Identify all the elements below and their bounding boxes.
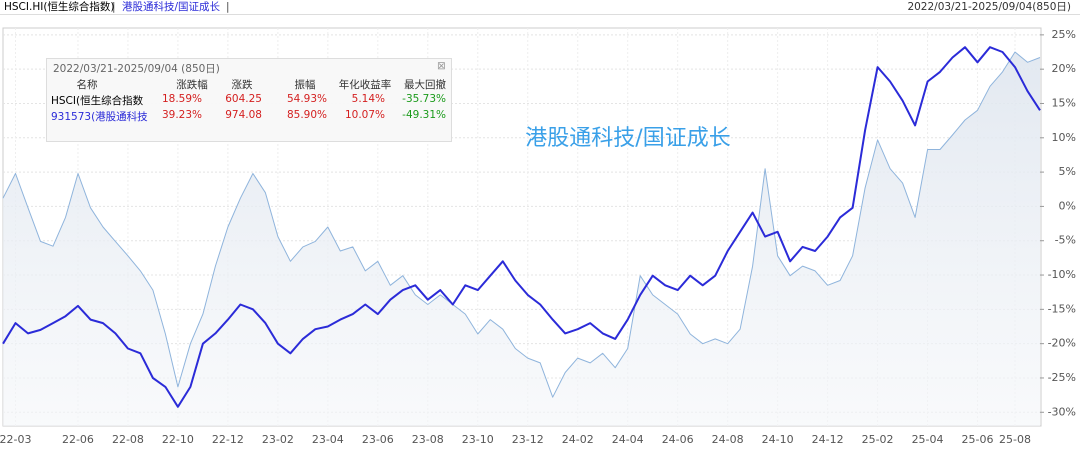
x-tick-label: 24-06 (662, 433, 694, 446)
column-header: 最大回撤 (404, 79, 446, 91)
x-tick-label: 22-03 (0, 433, 31, 446)
x-tick-label: 23-06 (362, 433, 394, 446)
separator: | (112, 1, 116, 13)
y-tick-label: -15% (1048, 302, 1076, 315)
x-tick-label: 22-10 (162, 433, 194, 446)
line (2, 46, 1041, 408)
info-value: 39.23% (161, 109, 202, 121)
column-header: 年化收益率 (338, 79, 392, 91)
x-tick-label: 25-04 (912, 433, 944, 446)
y-tick-label: -25% (1048, 371, 1076, 384)
x-tick-label: 24-04 (612, 433, 644, 446)
y-tick-label: 5% (1059, 165, 1076, 178)
top-bar: HSCI.HI(恒生综合指数) | 港股通科技/国证成长 | 2022/03/2… (0, 0, 1080, 15)
y-tick-label: 0% (1059, 199, 1076, 212)
y-tick-label: 15% (1052, 96, 1076, 109)
x-tick-label: 23-12 (512, 433, 544, 446)
info-value: 18.59% (161, 93, 202, 105)
x-tick-label: 24-02 (562, 433, 594, 446)
y-tick-label: -20% (1048, 337, 1076, 350)
info-value: 54.93% (286, 93, 327, 105)
info-panel: 2022/03/21-2025/09/04 (850日) ⊠ 名称 涨跌幅 涨跌 振幅 年化… (46, 58, 452, 142)
y-tick-label: -30% (1048, 405, 1076, 418)
x-tick-label: 23-08 (412, 433, 444, 446)
row-name: HSCI(恒生综合指数 (51, 95, 144, 107)
y-tick-label: 25% (1052, 28, 1076, 41)
x-tick-label: 22-06 (62, 433, 94, 446)
y-tick-label: 10% (1052, 131, 1076, 144)
x-tick-label: 25-08 (999, 433, 1031, 446)
x-tick-label: 22-08 (112, 433, 144, 446)
y-tick-label: -10% (1048, 268, 1076, 281)
line (2, 51, 1041, 398)
close-button[interactable]: ⊠ (437, 60, 446, 72)
info-value: 974.08 (225, 109, 262, 121)
overlay-title: 港股通科技/国证成长 (525, 126, 730, 151)
info-value: -49.31% (402, 109, 446, 121)
y-tick-label: -5% (1055, 234, 1076, 247)
row-name: 931573(港股通科技 (51, 111, 148, 123)
area (3, 52, 1040, 426)
info-range: 2022/03/21-2025/09/04 (850日) (53, 63, 220, 75)
info-value: 10.07% (344, 109, 385, 121)
x-tick-label: 23-04 (312, 433, 344, 446)
separator: | (226, 1, 230, 13)
index-name[interactable]: 港股通科技/国证成长 (122, 1, 221, 13)
index-name[interactable]: HSCI.HI(恒生综合指数) (4, 1, 115, 13)
column-header: 涨跌 (231, 79, 253, 91)
y-tick-label: 20% (1052, 62, 1076, 75)
info-value: 604.25 (225, 93, 262, 105)
x-tick-label: 23-02 (262, 433, 294, 446)
info-value: 5.14% (351, 93, 385, 105)
x-tick-label: 23-10 (462, 433, 494, 446)
x-tick-label: 25-06 (962, 433, 994, 446)
x-tick-label: 24-08 (712, 433, 744, 446)
info-value: -35.73% (402, 93, 446, 105)
column-header: 振幅 (294, 79, 316, 91)
column-header: 涨跌幅 (176, 79, 208, 91)
column-header: 名称 (76, 79, 98, 91)
info-value: 85.90% (286, 109, 327, 121)
x-tick-label: 25-02 (862, 433, 894, 446)
x-tick-label: 22-12 (212, 433, 244, 446)
date-range[interactable]: 2022/03/21-2025/09/04(850日) (907, 1, 1071, 13)
x-tick-label: 24-12 (812, 433, 844, 446)
x-tick-label: 24-10 (762, 433, 794, 446)
